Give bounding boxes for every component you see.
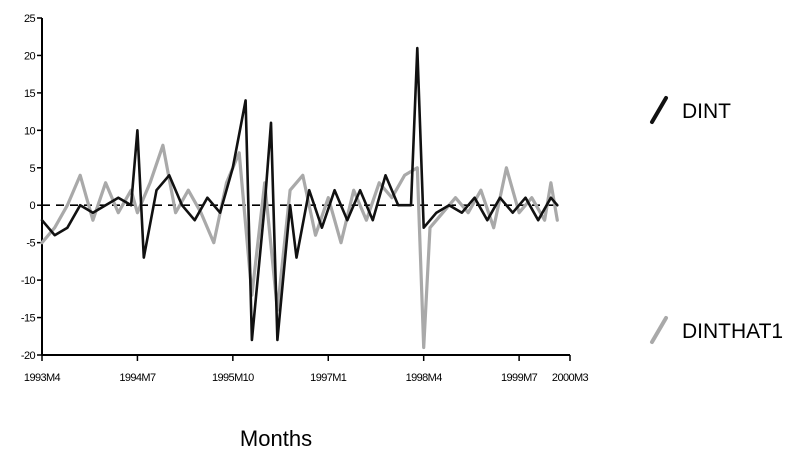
x-axis-label: Months [240,426,312,451]
legend: DINT DINTHAT1 [650,96,783,344]
x-ticks: 1993M4 1994M7 1995M10 1997M1 1998M4 1999M7 200… [24,355,589,384]
legend-label-dint: DINT [682,100,731,123]
x-tick-label: 1999M7 [501,372,538,384]
x-tick-label: 1993M4 [24,372,61,384]
x-tick-label: 1997M1 [310,372,347,384]
y-tick-label: 10 [24,125,36,137]
y-tick-label: 25 [24,13,36,25]
plot-axes [41,18,570,356]
x-tick-label: 1994M7 [119,372,156,384]
legend-label-dinthat1: DINTHAT1 [682,320,783,343]
y-tick-label: -10 [21,275,36,287]
y-tick-label: 5 [29,163,35,175]
y-tick-label: 20 [24,50,36,62]
y-tick-label: -20 [21,350,36,362]
series-layer [40,46,559,350]
y-tick-label: -5 [26,238,35,250]
y-tick-label: 0 [29,200,35,212]
legend-swatch-dinthat1 [650,316,668,344]
x-tick-label: 2000M3 [552,372,589,384]
legend-swatch-dint [650,96,668,124]
y-ticks: -20 -15 -10 -5 0 5 10 15 20 25 [21,13,42,362]
y-tick-label: 15 [24,88,36,100]
series-line-dint [40,46,559,342]
x-tick-label: 1998M4 [406,372,443,384]
y-tick-label: -15 [21,313,36,325]
x-tick-label: 1995M10 [212,372,254,384]
